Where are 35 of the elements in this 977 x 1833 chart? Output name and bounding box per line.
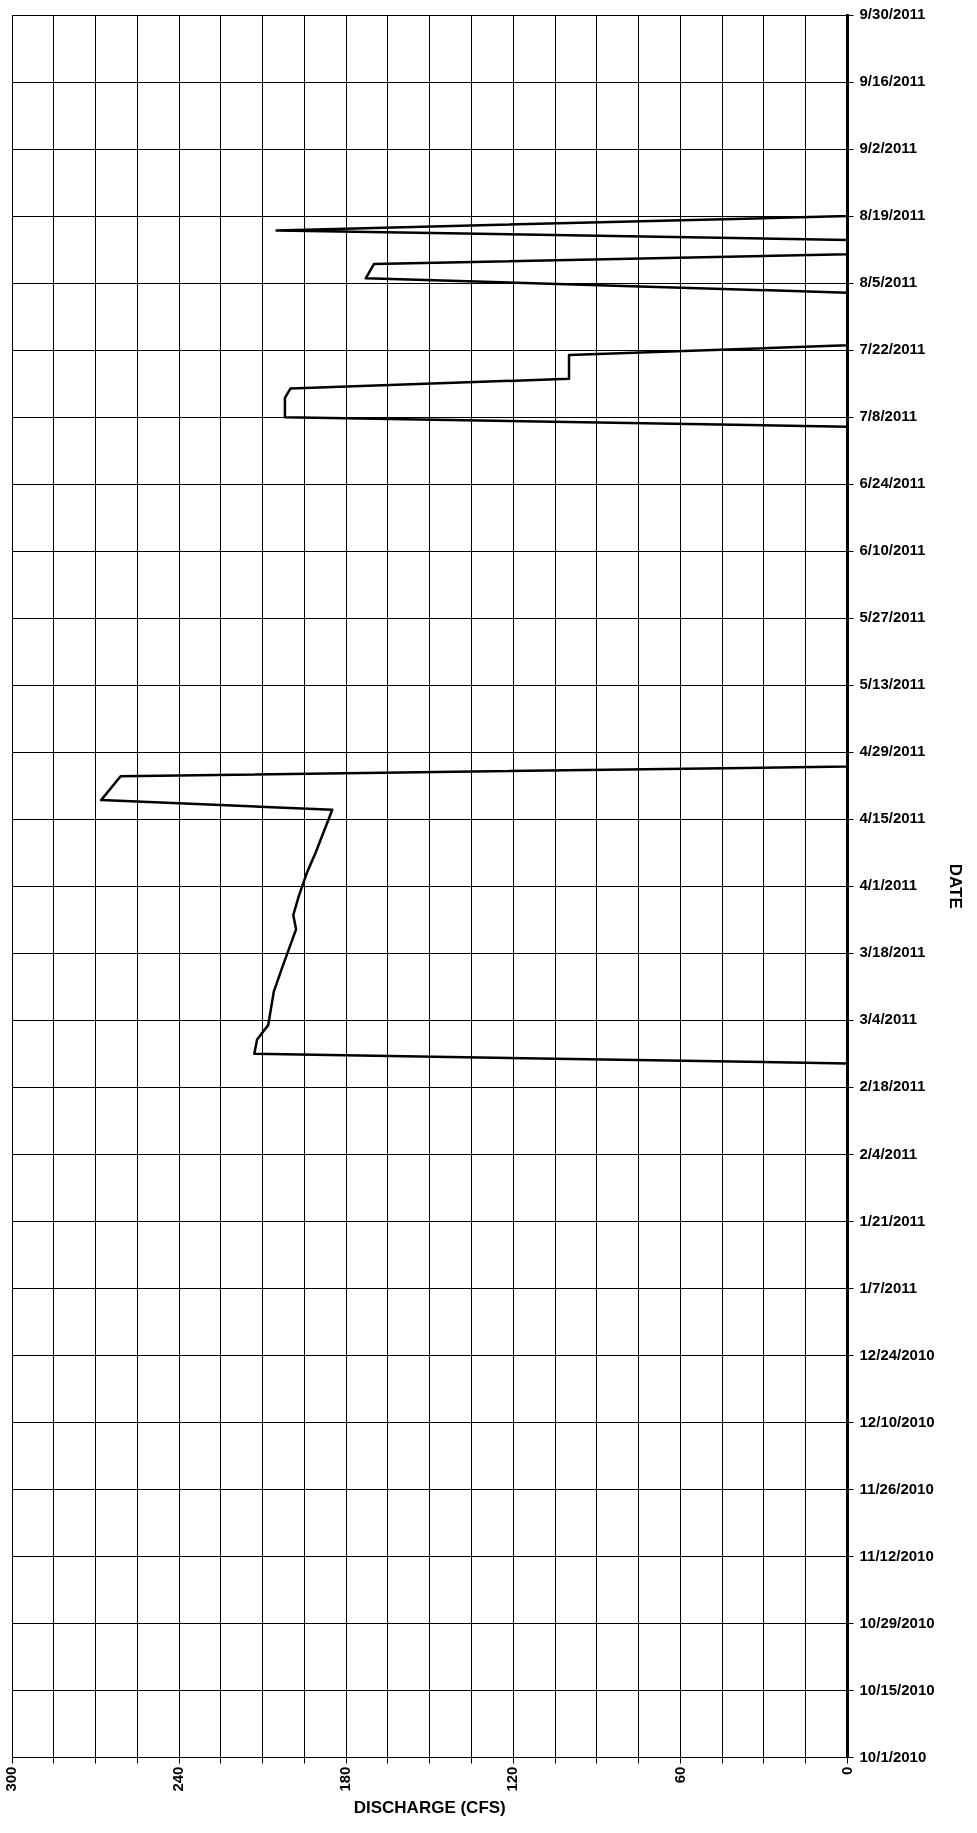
y-tick-label: 10/15/2010 <box>859 1680 935 1698</box>
y-tick-label: 2/4/2011 <box>859 1144 918 1162</box>
y-axis-title: DATE <box>946 863 966 909</box>
y-tick-label: 9/2/2011 <box>859 139 918 157</box>
y-tick-label: 3/4/2011 <box>859 1010 918 1028</box>
y-tick-label: 11/26/2010 <box>859 1479 934 1497</box>
y-tick-label: 8/5/2011 <box>859 273 918 291</box>
y-tick-label: 6/10/2011 <box>859 541 926 559</box>
y-tick-label: 12/10/2010 <box>859 1412 935 1430</box>
y-tick-label: 5/27/2011 <box>859 608 926 626</box>
x-tick-label: 0 <box>837 1766 855 1775</box>
y-tick-label: 10/1/2010 <box>859 1747 927 1765</box>
x-tick-label: 300 <box>2 1766 20 1792</box>
y-tick-label: 9/16/2011 <box>859 72 926 90</box>
y-tick-label: 4/15/2011 <box>859 809 926 827</box>
x-axis-title: DISCHARGE (CFS) <box>353 1798 506 1818</box>
y-tick-label: 8/19/2011 <box>859 206 926 224</box>
x-tick-label: 120 <box>503 1766 521 1792</box>
y-tick-label: 1/21/2011 <box>859 1211 926 1229</box>
x-tick-label: 240 <box>169 1766 187 1792</box>
y-tick-label: 3/18/2011 <box>859 943 926 961</box>
x-tick-label: 180 <box>336 1766 354 1792</box>
y-tick-label: 4/1/2011 <box>859 876 918 894</box>
x-tick-label: 60 <box>670 1766 688 1784</box>
y-tick-label: 9/30/2011 <box>859 5 926 23</box>
y-tick-label: 1/7/2011 <box>859 1278 918 1296</box>
y-tick-label: 11/12/2010 <box>859 1546 934 1564</box>
y-tick-label: 5/13/2011 <box>859 675 926 693</box>
y-tick-label: 12/24/2010 <box>859 1345 935 1363</box>
y-tick-label: 2/18/2011 <box>859 1077 926 1095</box>
y-tick-label: 7/22/2011 <box>859 340 926 358</box>
y-tick-label: 6/24/2011 <box>859 474 926 492</box>
y-tick-label: 10/29/2010 <box>859 1613 935 1631</box>
y-tick-label: 4/29/2011 <box>859 742 926 760</box>
y-tick-label: 7/8/2011 <box>859 407 918 425</box>
